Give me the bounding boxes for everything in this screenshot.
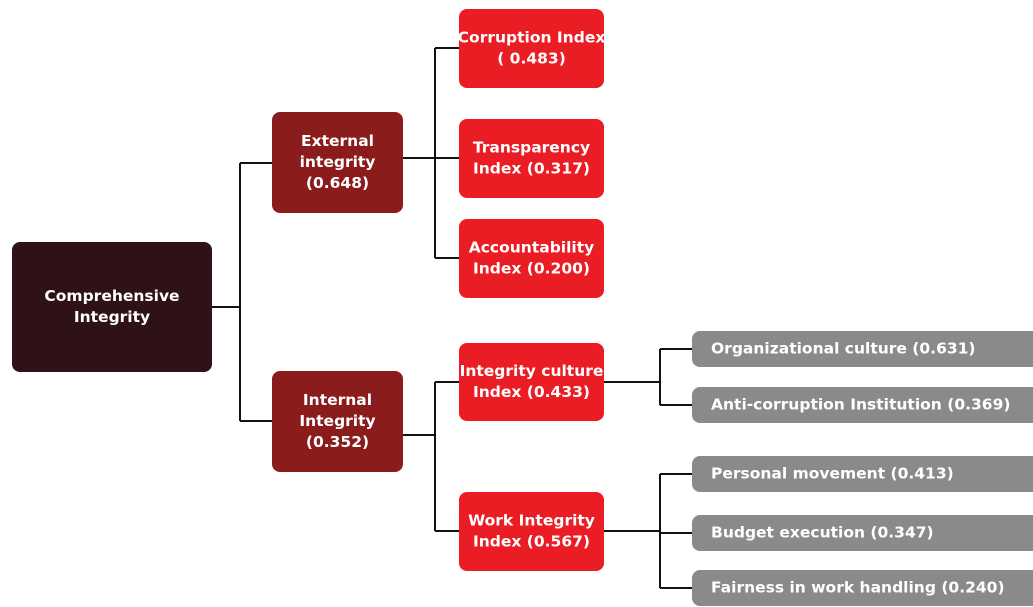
node-label: Accountability — [469, 239, 595, 257]
connector — [403, 381, 459, 532]
node: Anti-corruption Institution (0.369) — [692, 387, 1033, 423]
node-box — [692, 515, 1033, 551]
node-label: Index (0.317) — [473, 160, 590, 178]
node-label: Organizational culture (0.631) — [711, 340, 976, 358]
node-label: Index (0.200) — [473, 260, 590, 278]
node-label: Internal — [303, 391, 372, 409]
node-box — [692, 387, 1033, 423]
node-label: (0.352) — [306, 433, 369, 451]
node-box — [459, 9, 604, 88]
node-box — [459, 343, 604, 421]
node-label: Budget execution (0.347) — [711, 524, 934, 542]
node-label: ( 0.483) — [497, 50, 566, 68]
node-label: External — [301, 132, 374, 150]
node-box — [692, 570, 1033, 606]
node-box — [272, 112, 403, 213]
node: Integrity culture Index (0.433) — [459, 343, 604, 421]
node-label: Index (0.567) — [473, 533, 590, 551]
connector — [212, 162, 272, 422]
node: Organizational culture (0.631) — [692, 331, 1033, 367]
node: Corruption Index ( 0.483) — [458, 9, 606, 88]
node: Internal Integrity (0.352) — [272, 371, 403, 472]
node-label: (0.648) — [306, 174, 369, 192]
node-box — [12, 242, 212, 372]
node-box — [459, 119, 604, 198]
node: Comprehensive Integrity — [12, 242, 212, 372]
node-label: Index (0.433) — [473, 383, 590, 401]
node: Transparency Index (0.317) — [459, 119, 604, 198]
node: Budget execution (0.347) — [692, 515, 1033, 551]
node: Fairness in work handling (0.240) — [692, 570, 1033, 606]
connectors — [212, 47, 692, 589]
node-label: Fairness in work handling (0.240) — [711, 579, 1005, 597]
node-box — [692, 456, 1033, 492]
node-box — [459, 492, 604, 571]
connector — [604, 473, 692, 589]
node-label: Comprehensive — [44, 287, 179, 305]
connector — [403, 47, 459, 259]
node-label: Integrity culture — [460, 362, 604, 380]
node-label: Personal movement (0.413) — [711, 465, 954, 483]
node: Accountability Index (0.200) — [459, 219, 604, 298]
node: Personal movement (0.413) — [692, 456, 1033, 492]
node-box — [692, 331, 1033, 367]
node-label: Integrity — [74, 308, 150, 326]
node-label: Corruption Index — [458, 29, 606, 47]
node: External integrity (0.648) — [272, 112, 403, 213]
node-label: Integrity — [299, 412, 375, 430]
connector — [604, 348, 692, 406]
node-label: Transparency — [473, 139, 590, 157]
node-label: Anti-corruption Institution (0.369) — [711, 396, 1010, 414]
node-box — [459, 219, 604, 298]
node: Work Integrity Index (0.567) — [459, 492, 604, 571]
node-label: integrity — [300, 153, 376, 171]
node-label: Work Integrity — [468, 512, 595, 530]
node-box — [272, 371, 403, 472]
